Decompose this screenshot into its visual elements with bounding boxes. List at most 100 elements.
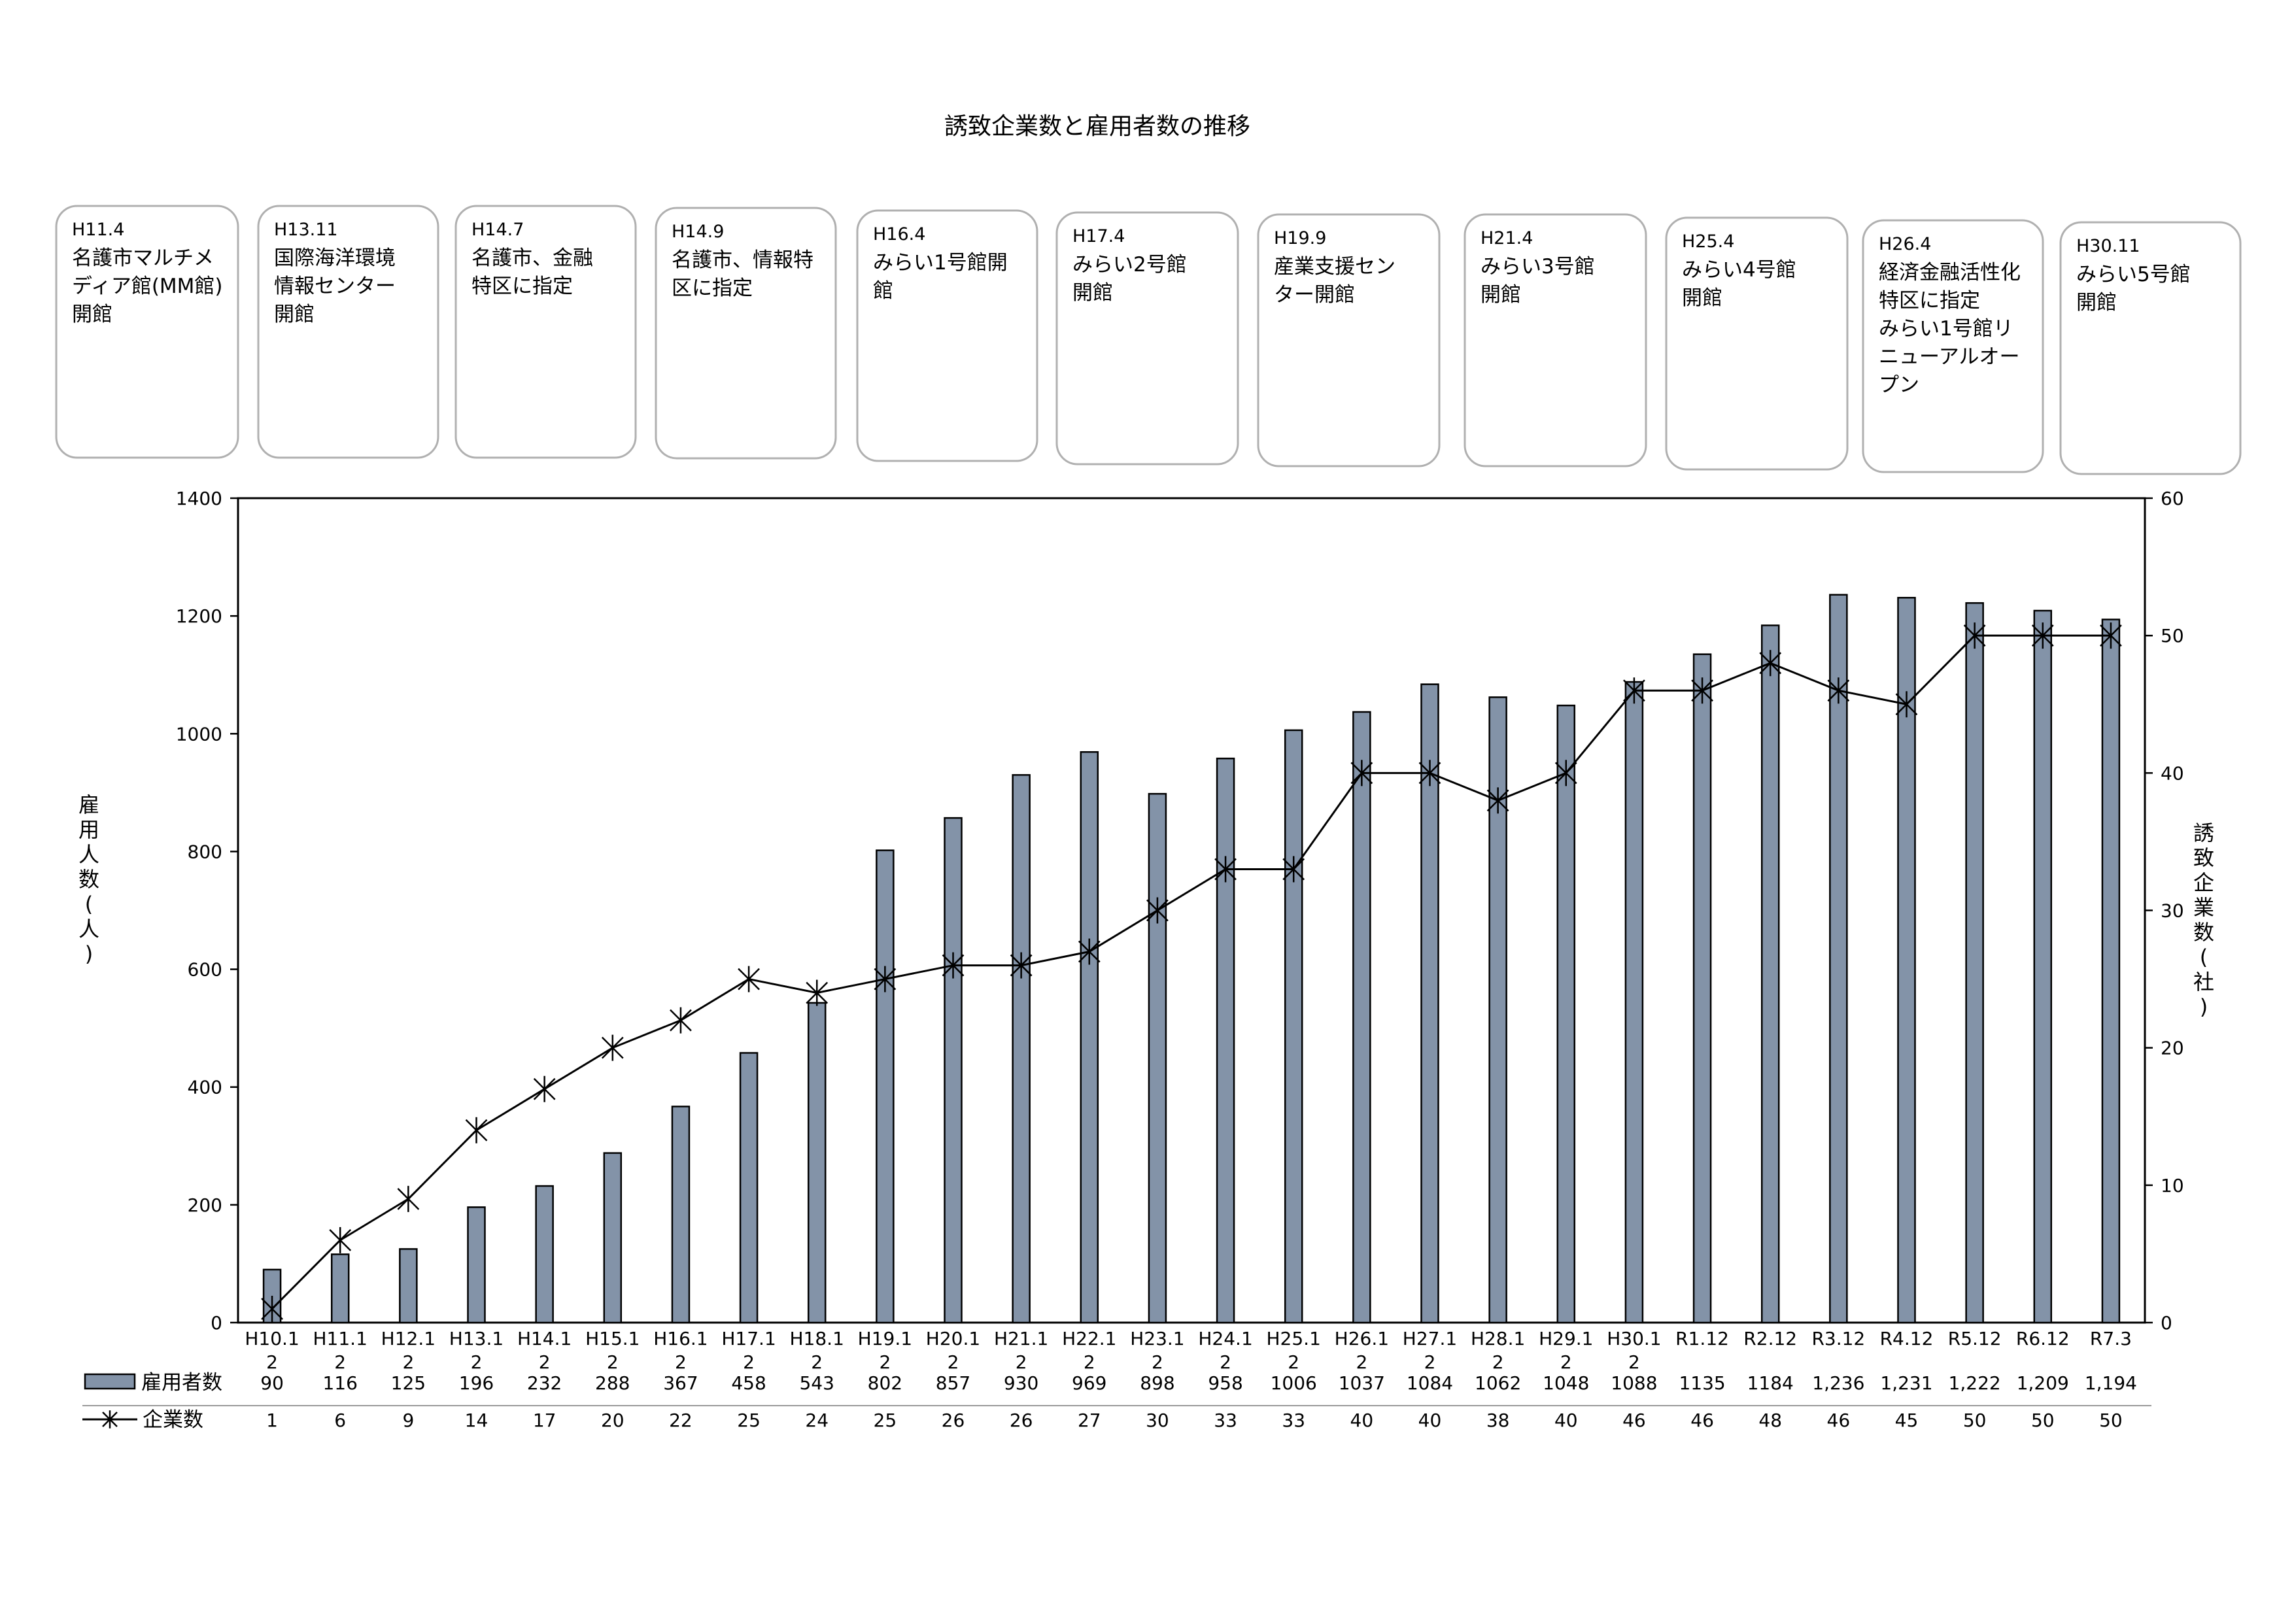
annotation-text-line: みらい4号館 (1682, 258, 1796, 282)
bar (1216, 757, 1235, 1324)
bar (1352, 711, 1371, 1324)
annotation-text-line: 開館 (274, 303, 315, 326)
table-value-companies: 9 (402, 1410, 414, 1431)
category-label: 2 (607, 1351, 619, 1373)
table-value-companies: 48 (1758, 1410, 1782, 1431)
table-value-companies: 17 (533, 1410, 556, 1431)
annotation-text-line: みらい1号館開 (873, 251, 1008, 275)
table-value-companies: 1 (266, 1410, 278, 1431)
line-point-marker (1623, 677, 1645, 704)
line-point-marker (1010, 952, 1033, 979)
bar-series-employees (262, 594, 2121, 1324)
line-point-marker (2100, 622, 2122, 649)
left-axis-tick-label: 200 (188, 1194, 222, 1216)
right-axis-label-char: ( (2200, 945, 2208, 970)
left-axis-tick-label: 0 (211, 1312, 222, 1334)
line-point-marker (397, 1185, 420, 1212)
annotation-text-line: 経済金融活性化 (1879, 261, 2021, 284)
annotation-box-frame (655, 207, 837, 460)
chart-title: 誘致企業数と雇用者数の推移 (944, 113, 1250, 140)
annotation-text-line: 開館 (1481, 283, 1521, 307)
category-label: R6.12 (2016, 1328, 2070, 1349)
table-value-companies: 14 (465, 1410, 488, 1431)
line-point-marker (806, 979, 829, 1006)
right-axis-tick-label: 50 (2161, 625, 2184, 647)
annotation-date: H16.4 (873, 224, 925, 245)
bar (2033, 609, 2053, 1324)
bar (1897, 596, 1916, 1324)
annotation-box-frame (55, 205, 239, 459)
table-value-employees: 288 (595, 1372, 630, 1394)
annotation-box-frame (856, 209, 1038, 462)
bar (1692, 653, 1712, 1324)
bar (1488, 696, 1507, 1324)
table-value-companies: 50 (2099, 1410, 2123, 1431)
category-label: 2 (1424, 1351, 1436, 1373)
annotation-date: H25.4 (1682, 231, 1734, 252)
category-label: 2 (1560, 1351, 1572, 1373)
bar (1624, 681, 1644, 1324)
annotation-text-line: 開館 (1072, 281, 1113, 305)
annotation-box-frame (454, 205, 637, 459)
category-label: H23.1 (1130, 1328, 1184, 1349)
annotation-text-line: 情報センター (274, 275, 396, 298)
category-label: H28.1 (1471, 1328, 1525, 1349)
table-value-employees: 1088 (1611, 1372, 1657, 1394)
right-axis-label-char: 誘 (2193, 820, 2214, 845)
bar (739, 1052, 759, 1324)
category-label: 2 (1016, 1351, 1027, 1373)
annotation-text-line: 区に指定 (672, 277, 753, 300)
line-point-marker (1486, 787, 1509, 814)
category-label: 2 (402, 1351, 414, 1373)
bar (1420, 683, 1439, 1324)
bar (1080, 751, 1099, 1324)
annotation-date: H21.4 (1481, 228, 1533, 248)
line-point-marker (261, 1295, 283, 1322)
table-value-employees: 116 (322, 1372, 357, 1394)
left-axis-label-char: 人 (78, 917, 99, 941)
left-axis-label-char: 人 (78, 842, 99, 867)
category-label: 2 (471, 1351, 483, 1373)
line-point-marker (942, 952, 965, 979)
bar (535, 1185, 554, 1324)
table-value-employees: 367 (663, 1372, 698, 1394)
line-point-marker (2031, 622, 2054, 649)
left-axis-tick-label: 1000 (176, 723, 222, 745)
category-label: H25.1 (1267, 1328, 1321, 1349)
table-value-employees: 90 (260, 1372, 284, 1394)
table-value-companies: 38 (1486, 1410, 1510, 1431)
category-label: 2 (1492, 1351, 1504, 1373)
category-label: H17.1 (721, 1328, 776, 1349)
category-label: R4.12 (1880, 1328, 1934, 1349)
annotation-text-line: みらい3号館 (1481, 255, 1595, 279)
category-label: 2 (1084, 1351, 1095, 1373)
table-value-employees: 1,231 (1880, 1372, 1932, 1394)
table-value-companies: 46 (1622, 1410, 1646, 1431)
annotation-text-line: みらい1号館リ (1879, 317, 2013, 341)
category-label: H30.1 (1607, 1328, 1661, 1349)
annotation-text-line: ディア館(MM館) (72, 275, 223, 298)
annotation-text-line: 開館 (1682, 286, 1722, 310)
category-label: 2 (743, 1351, 755, 1373)
category-label: R7.3 (2090, 1328, 2132, 1349)
table-value-companies: 6 (334, 1410, 346, 1431)
right-axis-label: 誘致企業数(社) (2193, 820, 2214, 1019)
table-value-companies: 24 (805, 1410, 829, 1431)
annotation-date: H19.9 (1274, 228, 1326, 248)
category-label: H29.1 (1539, 1328, 1593, 1349)
annotation-date: H14.9 (672, 222, 724, 242)
category-label: 2 (1220, 1351, 1231, 1373)
line-point-marker (670, 1007, 692, 1034)
category-label: H14.1 (517, 1328, 572, 1349)
table-value-employees: 1,194 (2085, 1372, 2137, 1394)
table-value-companies: 22 (669, 1410, 693, 1431)
table-value-employees: 1184 (1747, 1372, 1794, 1394)
table-value-companies: 40 (1350, 1410, 1374, 1431)
